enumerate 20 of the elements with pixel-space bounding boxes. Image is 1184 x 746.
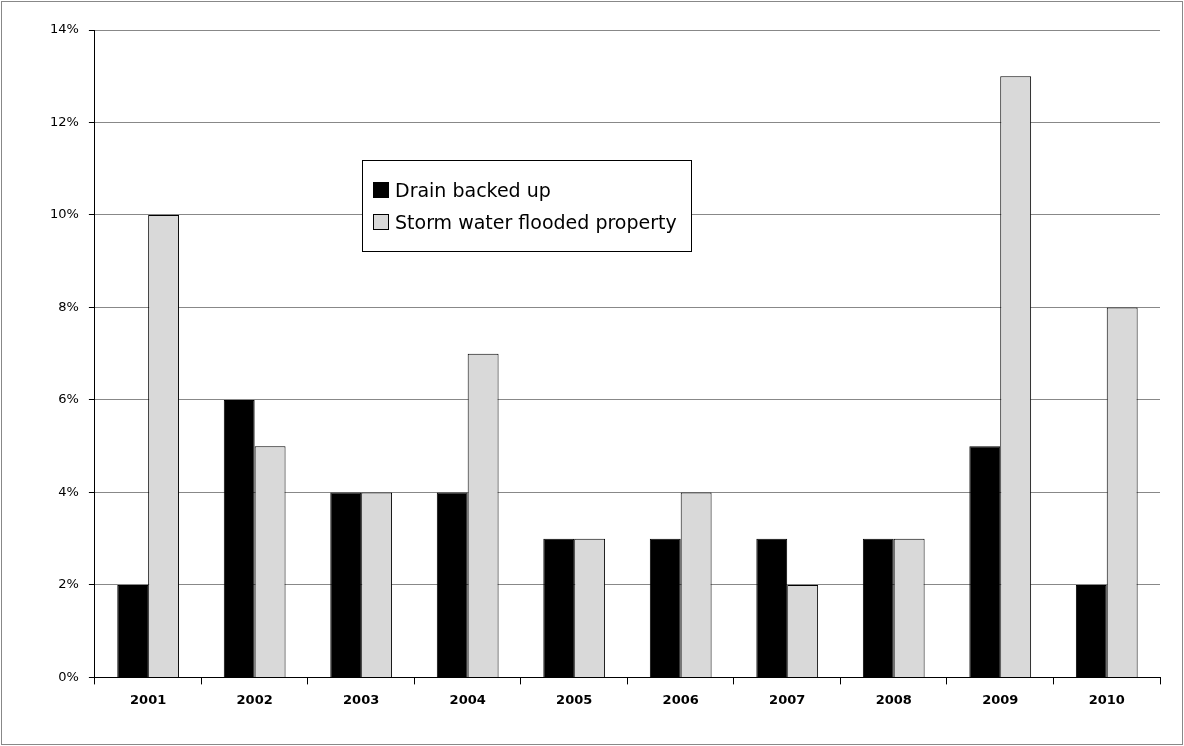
y-tick-label: 8%	[58, 298, 79, 314]
x-tick-label: 2006	[662, 691, 699, 707]
x-tick-label: 2010	[1088, 691, 1125, 707]
x-tick-label: 2002	[236, 691, 273, 707]
x-tick-label: 2008	[875, 691, 912, 707]
x-tick-label: 2005	[556, 691, 593, 707]
y-tick-label: 10%	[49, 206, 79, 222]
y-tick-label: 6%	[58, 391, 79, 407]
y-tick-label: 4%	[58, 483, 79, 499]
y-tick-label: 2%	[58, 576, 79, 592]
x-tick-label: 2007	[769, 691, 806, 707]
x-tick-label: 2003	[343, 691, 380, 707]
y-tick-label: 12%	[49, 113, 79, 129]
legend-label: Storm water flooded property	[395, 211, 677, 233]
x-tick-label: 2001	[130, 691, 167, 707]
y-tick-label: 0%	[58, 668, 79, 684]
x-tick-label: 2009	[982, 691, 1019, 707]
legend-label: Drain backed up	[395, 179, 551, 201]
y-tick-label: 14%	[49, 21, 79, 37]
x-tick-label: 2004	[449, 691, 486, 707]
